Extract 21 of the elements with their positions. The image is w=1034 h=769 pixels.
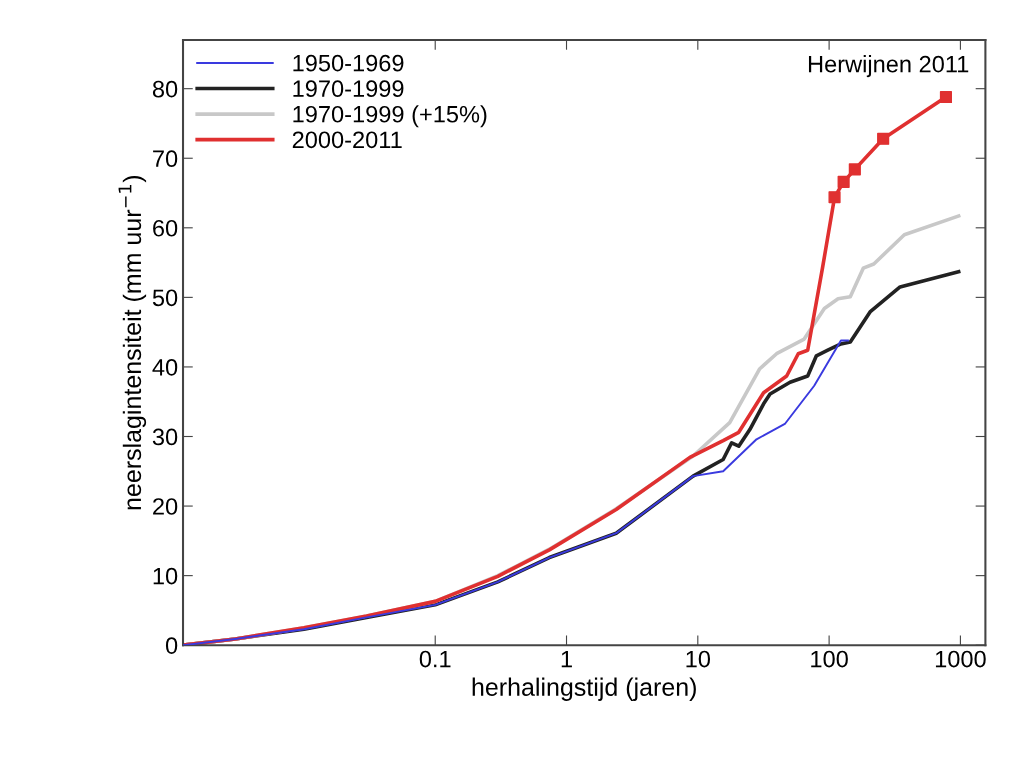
y-tick-label: 60 bbox=[153, 219, 178, 237]
y-tick-label: 0 bbox=[165, 637, 178, 654]
y-tick-label: 40 bbox=[152, 359, 178, 376]
y-tick-label: 20 bbox=[153, 498, 178, 515]
legend-label: 2000-2011 bbox=[292, 131, 402, 149]
legend-label: 1970-1999 bbox=[293, 80, 404, 98]
annotation: Herwijnen 2011 bbox=[808, 55, 969, 78]
x-tick-label: 10 bbox=[686, 650, 711, 668]
x-tick-label: 0.1 bbox=[419, 650, 451, 668]
y-tick-label: 70 bbox=[153, 150, 178, 168]
x-tick-label: 1000 bbox=[935, 650, 986, 668]
y-tick-label: 50 bbox=[152, 289, 178, 307]
y-tick-label: 10 bbox=[153, 567, 178, 585]
y-axis-title: neerslagintensiteit (mm uur$^{−1}$) bbox=[118, 175, 147, 510]
x-axis-title: herhalingstijd (jaren) bbox=[472, 677, 696, 701]
y-tick-label: 30 bbox=[152, 428, 178, 446]
y-tick-label: 80 bbox=[152, 80, 178, 98]
x-tick-label: 1 bbox=[561, 650, 572, 668]
legend-label: 1950-1969 bbox=[293, 54, 404, 72]
legend-label: 1970-1999 (+15%) bbox=[293, 105, 487, 128]
x-tick-label: 100 bbox=[811, 650, 848, 668]
